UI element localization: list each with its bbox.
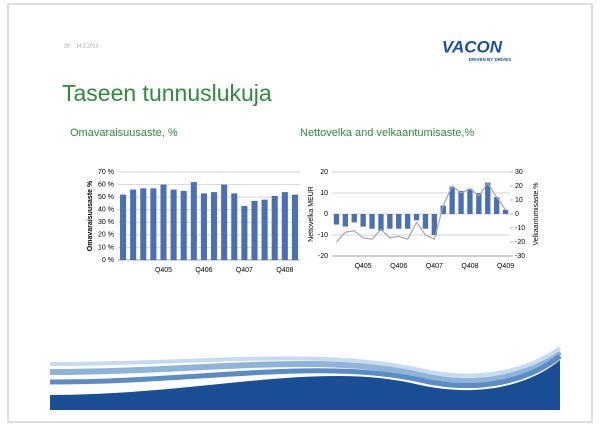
y-axis-label: Omavaraisuusaste % <box>87 180 94 251</box>
y2-tick-label: -20 <box>515 239 525 246</box>
y-tick-label: 70 % <box>98 169 114 176</box>
bar <box>387 214 392 229</box>
bar <box>396 214 401 229</box>
bar <box>272 196 278 260</box>
bar <box>352 214 357 222</box>
chart-title: Omavaraisuusaste, % <box>70 127 178 139</box>
bar <box>150 188 156 260</box>
x-tick-label: Q408 <box>276 267 293 274</box>
logo: VACON <box>442 37 503 56</box>
bar <box>140 188 146 260</box>
x-tick-label: Q407 <box>426 263 443 270</box>
y-tick-label: 20 <box>320 169 328 176</box>
logo-tagline: DRIVEN BY DRIVES <box>469 57 511 62</box>
chart-title: Nettovelka and velkaantumisaste,% <box>300 127 474 139</box>
y2-tick-label: 30 <box>515 169 523 176</box>
slide: 29 14.2.2013 VACON DRIVEN BY DRIVES Tase… <box>0 0 600 426</box>
bar <box>231 193 237 260</box>
y-tick-label: 10 <box>320 190 328 197</box>
page-number: 29 <box>64 43 70 49</box>
bar <box>378 214 383 231</box>
x-tick-label: Q409 <box>497 263 514 270</box>
bar <box>334 214 339 225</box>
bar <box>467 189 472 214</box>
slide-title: Taseen tunnuslukuja <box>62 80 272 106</box>
bar <box>211 192 217 260</box>
y-tick-label: 40 % <box>98 207 114 214</box>
bar <box>360 214 365 227</box>
bar <box>503 210 508 214</box>
y2-tick-label: 0 <box>515 211 519 218</box>
x-tick-label: Q406 <box>390 263 407 270</box>
bar <box>191 182 197 260</box>
y-tick-label: -10 <box>318 232 328 239</box>
bar <box>423 214 428 229</box>
bar <box>369 214 374 229</box>
y2-tick-label: 10 <box>515 197 523 204</box>
page: 29 14.2.2013 VACON DRIVEN BY DRIVES Tase… <box>0 0 600 426</box>
x-tick-label: Q408 <box>461 263 478 270</box>
y-tick-label: -20 <box>318 253 328 260</box>
bar <box>262 200 268 260</box>
x-tick-label: Q407 <box>236 267 253 274</box>
x-tick-label: Q405 <box>155 267 172 274</box>
bar <box>130 190 136 260</box>
y-axis-label: Nettovelka MEUR <box>308 186 315 242</box>
y2-tick-label: 20 <box>515 183 523 190</box>
bar <box>171 190 177 260</box>
y2-axis-label: Velkaantumisaste % <box>533 182 540 245</box>
bar <box>282 192 288 260</box>
y-tick-label: 60 % <box>98 181 114 188</box>
x-tick-label: Q406 <box>195 267 212 274</box>
y-tick-label: 20 % <box>98 232 114 239</box>
bar <box>120 195 126 260</box>
bar <box>343 214 348 227</box>
y-tick-label: 50 % <box>98 194 114 201</box>
y-tick-label: 10 % <box>98 244 114 251</box>
bar <box>405 214 410 229</box>
bar <box>251 201 257 260</box>
bar <box>160 185 166 260</box>
y2-tick-label: -10 <box>515 225 525 232</box>
y-tick-label: 30 % <box>98 219 114 226</box>
y-tick-label: 0 % <box>102 257 114 264</box>
bar <box>181 191 187 260</box>
bar <box>241 206 247 260</box>
x-tick-label: Q405 <box>355 263 372 270</box>
y-tick-label: 0 <box>324 211 328 218</box>
date: 14.2.2013 <box>76 43 98 49</box>
y2-tick-label: -30 <box>515 253 525 260</box>
bar <box>292 195 298 260</box>
bar <box>221 185 227 260</box>
bar <box>458 191 463 214</box>
bar <box>414 214 419 220</box>
bar <box>201 193 207 260</box>
